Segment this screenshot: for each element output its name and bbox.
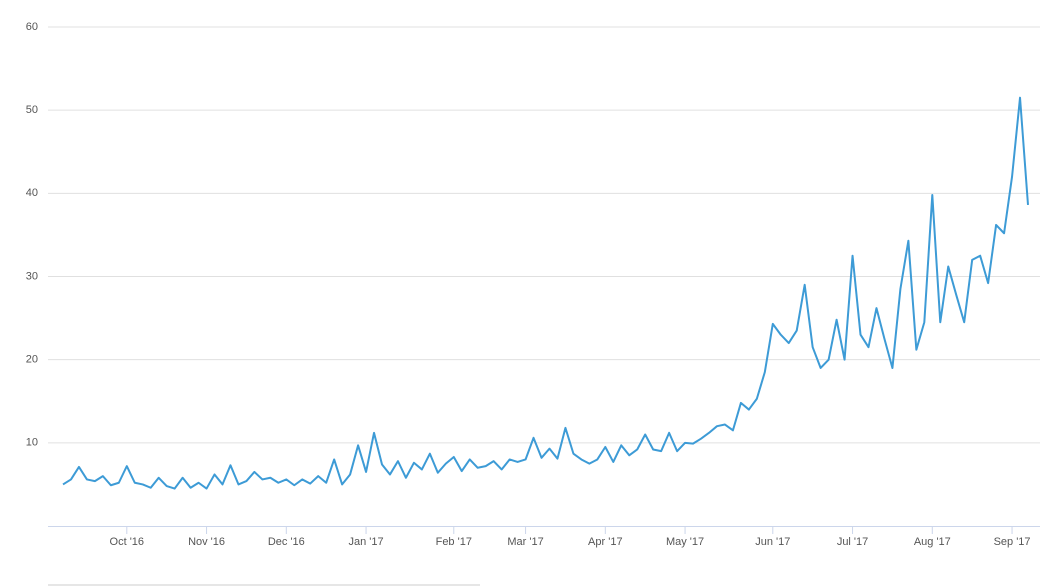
x-tick-label: Sep '17 — [994, 536, 1031, 548]
x-tick-label: Mar '17 — [507, 536, 543, 548]
x-tick-label: Jun '17 — [755, 536, 790, 548]
x-tick-label: Aug '17 — [914, 536, 951, 548]
y-tick-label: 10 — [26, 437, 38, 449]
y-tick-label: 30 — [26, 270, 38, 282]
y-tick-label: 60 — [26, 21, 38, 33]
y-tick-label: 20 — [26, 354, 38, 366]
x-tick-label: Feb '17 — [436, 536, 472, 548]
x-tick-label: May '17 — [666, 536, 704, 548]
line — [62, 96, 1029, 490]
x-tick-label: Nov '16 — [188, 536, 225, 548]
y-tick-label: 50 — [26, 104, 38, 116]
x-tick-label: Dec '16 — [268, 536, 305, 548]
x-tick-label: Apr '17 — [588, 536, 623, 548]
x-tick-label: Oct '16 — [110, 536, 145, 548]
x-tick-label: Jan '17 — [348, 536, 383, 548]
y-tick-label: 40 — [26, 187, 38, 199]
x-tick-label: Jul '17 — [837, 536, 868, 548]
